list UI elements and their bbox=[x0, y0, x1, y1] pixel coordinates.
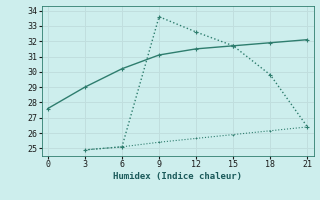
X-axis label: Humidex (Indice chaleur): Humidex (Indice chaleur) bbox=[113, 172, 242, 181]
